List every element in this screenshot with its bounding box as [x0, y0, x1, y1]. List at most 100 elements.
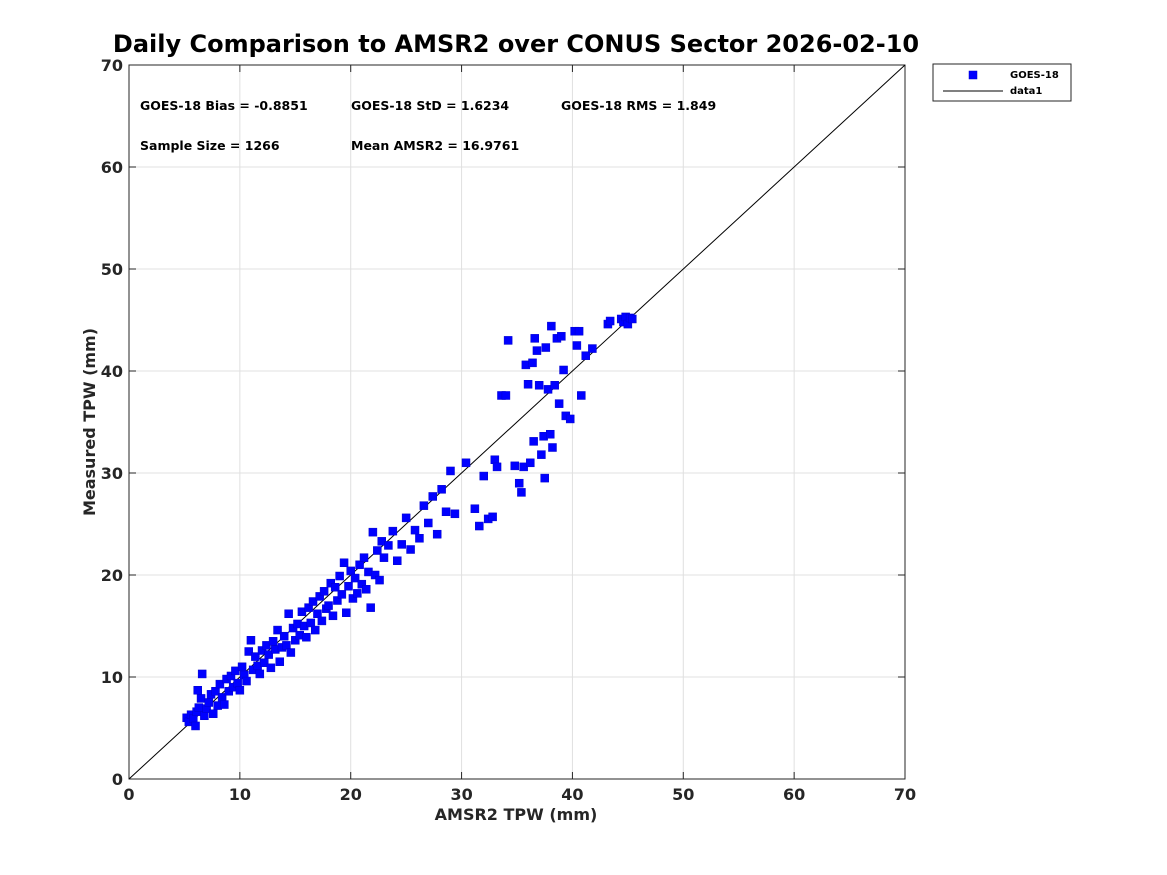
data-point	[424, 518, 433, 528]
stat-mean-amsr2: Mean AMSR2 = 16.9761	[351, 138, 519, 153]
data-point	[384, 541, 393, 550]
data-point	[211, 687, 220, 696]
data-point	[282, 641, 291, 650]
data-point	[200, 711, 209, 721]
y-tick-label: 10	[101, 668, 123, 687]
data-point	[339, 558, 349, 568]
y-tick-label: 20	[101, 566, 123, 585]
data-point	[397, 540, 406, 549]
x-tick-label: 20	[340, 785, 362, 804]
x-tick-label: 10	[229, 785, 251, 804]
x-tick-label: 60	[783, 785, 805, 804]
data-point	[526, 458, 535, 468]
data-point	[353, 589, 362, 598]
data-point	[540, 473, 549, 483]
data-point	[357, 579, 367, 589]
data-point	[196, 694, 206, 703]
data-point	[244, 647, 253, 656]
data-point	[209, 709, 218, 718]
data-point	[266, 663, 276, 673]
legend-box	[932, 63, 1072, 102]
data-point	[554, 399, 564, 408]
data-point	[379, 553, 389, 562]
data-point	[233, 678, 242, 688]
data-point	[264, 650, 273, 659]
data-point	[355, 560, 364, 570]
data-point	[333, 596, 342, 605]
data-point	[304, 603, 313, 612]
data-point	[490, 455, 500, 464]
legend-label-goes18: GOES-18	[1010, 70, 1059, 81]
data-point	[226, 671, 236, 681]
data-point	[350, 573, 360, 583]
data-point	[530, 334, 539, 343]
legend-marker-square	[968, 70, 978, 80]
data-point	[550, 381, 559, 390]
data-point	[410, 525, 420, 535]
data-point	[220, 700, 229, 709]
stat-bias: GOES-18 Bias = -0.8851	[140, 98, 308, 113]
data-point	[441, 507, 451, 517]
data-point	[291, 636, 300, 645]
data-point	[501, 391, 511, 400]
data-point	[337, 590, 347, 599]
data-point	[461, 458, 471, 468]
data-point	[393, 556, 402, 565]
data-point	[534, 381, 544, 390]
data-point	[189, 714, 198, 724]
data-point	[503, 336, 513, 345]
data-point	[475, 521, 484, 531]
data-point	[310, 625, 320, 635]
data-point	[302, 632, 311, 642]
data-point	[523, 380, 533, 389]
data-point	[574, 326, 584, 336]
data-point	[581, 351, 590, 360]
data-point	[528, 358, 537, 368]
y-axis-label: Measured TPW (mm)	[80, 328, 99, 516]
data-point	[204, 698, 214, 707]
data-point	[541, 343, 551, 352]
data-point	[488, 512, 497, 522]
x-tick-label: 30	[450, 785, 472, 804]
data-point	[342, 608, 351, 617]
data-point	[514, 478, 524, 488]
data-point	[406, 545, 415, 554]
legend-label-data1: data1	[1010, 86, 1042, 97]
data-point	[428, 492, 437, 501]
data-point	[557, 332, 566, 341]
stats-annotations: GOES-18 Bias = -0.8851 GOES-18 StD = 1.6…	[140, 98, 716, 153]
data-point	[335, 571, 344, 581]
y-tick-label: 70	[101, 56, 123, 75]
grid-lines	[129, 65, 905, 779]
data-point	[605, 316, 615, 326]
y-tick-label: 60	[101, 158, 123, 177]
plot-area-frame	[128, 64, 906, 780]
data-point	[572, 341, 582, 350]
data-point	[588, 344, 597, 353]
data-point	[446, 466, 455, 476]
data-point	[432, 529, 442, 539]
data-point	[517, 488, 526, 497]
data-point	[366, 603, 375, 612]
data-point	[246, 636, 256, 645]
y-tick-label: 50	[101, 260, 123, 279]
data-point	[279, 631, 289, 641]
x-tick-label: 40	[561, 785, 583, 804]
data-point	[251, 652, 260, 661]
y-tick-label: 30	[101, 464, 123, 483]
data-point	[344, 581, 353, 591]
x-tick-label: 0	[123, 785, 134, 804]
data-point	[242, 676, 251, 686]
data-point	[559, 365, 568, 375]
data-point	[346, 566, 355, 576]
data-point	[194, 703, 204, 712]
data-point	[415, 534, 424, 543]
data-point	[197, 669, 207, 679]
stat-std: GOES-18 StD = 1.6234	[351, 98, 509, 113]
data-point	[419, 501, 429, 510]
data-point	[328, 611, 338, 621]
y-axis-ticks: 0 10 20 30 40 50 60 70	[101, 56, 905, 789]
data-point	[547, 321, 556, 331]
